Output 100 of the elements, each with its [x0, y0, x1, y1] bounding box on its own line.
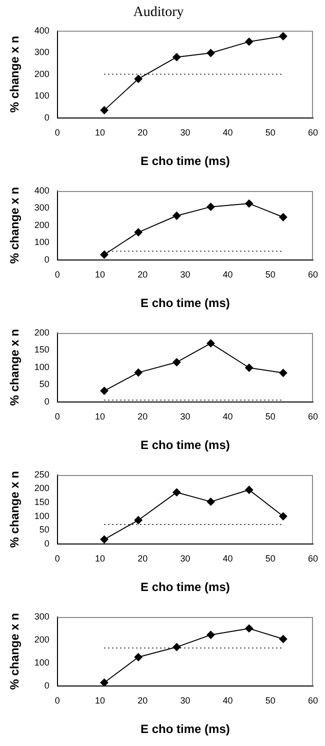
y-tick-label: 300 — [34, 611, 50, 622]
x-axis-title: E cho time (ms) — [140, 580, 230, 594]
point — [206, 339, 215, 348]
x-tick-label: 50 — [265, 554, 276, 564]
y-tick-label: 100 — [34, 362, 50, 372]
point — [279, 512, 288, 520]
x-tick-label: 40 — [222, 554, 233, 564]
point — [172, 358, 181, 366]
y-axis-title: % change x n — [8, 329, 22, 406]
x-tick-label: 10 — [95, 554, 106, 564]
x-tick-label: 50 — [265, 412, 276, 422]
x-tick-label: 60 — [308, 128, 318, 138]
y-tick-label: 100 — [34, 510, 50, 521]
x-tick-label: 50 — [265, 270, 276, 280]
point — [100, 250, 108, 259]
y-tick-label: 300 — [34, 47, 50, 58]
x-tick-label: 0 — [54, 412, 60, 422]
point — [279, 368, 288, 377]
y-tick-label: 250 — [34, 469, 50, 480]
y-axis-title: % change x n — [8, 187, 22, 264]
point — [245, 364, 254, 372]
y-tick-label: 200 — [34, 68, 50, 79]
y-tick-label: 200 — [34, 327, 50, 338]
point — [245, 624, 254, 632]
y-tick-label: 200 — [34, 634, 50, 644]
point — [279, 32, 288, 40]
x-tick-label: 20 — [138, 412, 148, 422]
x-tick-label: 10 — [95, 412, 106, 422]
x-tick-label: 60 — [308, 554, 318, 564]
point — [134, 228, 142, 236]
y-tick-label: 150 — [34, 344, 50, 355]
y-tick-label: 0 — [44, 538, 50, 548]
y-axis-title: % change x n — [8, 471, 22, 548]
point — [245, 486, 254, 494]
x-axis-title: E cho time (ms) — [140, 438, 230, 452]
x-tick-label: 0 — [54, 696, 60, 706]
y-tick-label: 200 — [34, 220, 50, 230]
point — [172, 488, 181, 496]
y-tick-label: 50 — [39, 524, 50, 535]
x-axis-title: E cho time (ms) — [140, 722, 230, 736]
chart-title: Auditory — [133, 5, 184, 20]
y-axis-title: % change x n — [8, 613, 22, 690]
point — [206, 630, 215, 639]
x-tick-label: 20 — [138, 128, 148, 138]
y-tick-label: 400 — [34, 25, 50, 36]
point — [245, 38, 254, 46]
x-tick-label: 30 — [180, 412, 190, 422]
x-axis-title: E cho time (ms) — [140, 296, 230, 310]
x-tick-label: 30 — [180, 696, 190, 706]
y-axis-title: % change x n — [8, 36, 22, 113]
x-tick-label: 30 — [180, 128, 190, 138]
y-tick-label: 0 — [44, 254, 50, 264]
point — [134, 368, 142, 377]
point — [172, 53, 181, 62]
x-tick-label: 40 — [222, 270, 233, 280]
y-tick-label: 300 — [34, 202, 50, 213]
point — [134, 516, 142, 524]
x-tick-label: 30 — [180, 554, 190, 564]
point — [100, 535, 108, 544]
x-tick-label: 10 — [95, 696, 106, 706]
point — [100, 386, 108, 395]
point — [206, 202, 215, 211]
point — [245, 200, 254, 208]
y-tick-label: 100 — [34, 90, 50, 101]
y-tick-label: 0 — [44, 396, 50, 406]
point — [279, 635, 288, 644]
x-tick-label: 40 — [222, 128, 233, 138]
x-tick-label: 20 — [138, 696, 148, 706]
y-tick-label: 200 — [34, 483, 50, 494]
x-tick-label: 40 — [222, 412, 233, 422]
x-tick-label: 50 — [265, 696, 276, 706]
point — [100, 678, 108, 686]
point — [172, 643, 181, 652]
x-tick-label: 30 — [180, 270, 190, 280]
y-tick-label: 0 — [44, 112, 50, 122]
y-tick-label: 0 — [44, 680, 50, 690]
x-tick-label: 0 — [54, 270, 60, 280]
x-axis-title: E cho time (ms) — [140, 154, 230, 168]
x-tick-label: 0 — [54, 128, 60, 138]
x-tick-label: 50 — [265, 128, 276, 138]
x-tick-label: 20 — [138, 270, 148, 280]
point — [279, 213, 288, 222]
y-tick-label: 400 — [34, 185, 50, 196]
x-tick-label: 60 — [308, 696, 318, 706]
point — [206, 48, 215, 57]
y-tick-label: 100 — [34, 237, 50, 248]
point — [100, 106, 108, 114]
x-tick-label: 10 — [95, 270, 106, 280]
x-tick-label: 40 — [222, 696, 233, 706]
point — [134, 653, 142, 662]
x-tick-label: 60 — [308, 412, 318, 422]
x-tick-label: 60 — [308, 270, 318, 280]
x-tick-label: 20 — [138, 554, 148, 564]
y-tick-label: 100 — [34, 657, 50, 668]
x-tick-label: 0 — [54, 554, 60, 564]
y-tick-label: 150 — [34, 497, 50, 508]
point — [172, 212, 181, 220]
y-tick-label: 50 — [39, 379, 50, 390]
point — [134, 74, 142, 83]
x-tick-label: 10 — [95, 128, 106, 138]
